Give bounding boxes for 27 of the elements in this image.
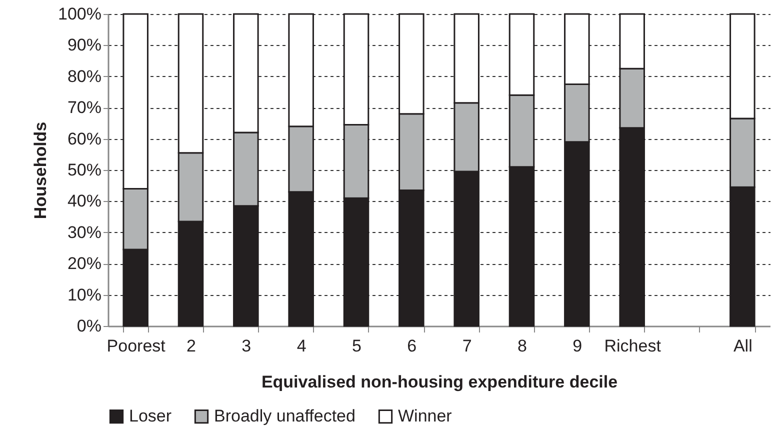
y-axis-title: Households — [31, 122, 50, 220]
y-tick-label: 40% — [67, 192, 102, 211]
y-tick-label: 50% — [67, 160, 102, 180]
y-tick-label: 10% — [67, 285, 102, 304]
x-tick-label: 5 — [352, 336, 362, 356]
x-tick-label: All — [733, 336, 752, 356]
x-tick-label: 4 — [296, 336, 306, 356]
x-axis-title: Equivalised non-housing expenditure decile — [261, 372, 618, 392]
x-tick-label: 3 — [242, 336, 252, 356]
y-tick-label: 30% — [67, 222, 102, 242]
x-tick-label: 2 — [186, 336, 196, 356]
x-tick-label: 7 — [462, 336, 472, 356]
y-tick-label: 80% — [67, 66, 102, 86]
y-tick-label: 60% — [67, 129, 102, 148]
y-tick-label: 70% — [67, 98, 102, 118]
y-tick-label: 0% — [76, 316, 102, 336]
y-tick-label: 20% — [67, 254, 102, 274]
x-tick-label: Poorest — [106, 336, 166, 356]
legend-label: Loser — [129, 406, 172, 426]
x-tick-label: 6 — [407, 336, 417, 356]
y-tick-label: 100% — [58, 4, 102, 24]
x-tick-label: Richest — [604, 336, 662, 356]
x-tick-label: 8 — [518, 336, 527, 356]
legend-label: Winner — [398, 406, 452, 426]
x-tick-label: 9 — [572, 336, 582, 356]
legend-label: Broadly unaffected — [214, 406, 356, 426]
y-tick-label: 90% — [67, 36, 102, 55]
